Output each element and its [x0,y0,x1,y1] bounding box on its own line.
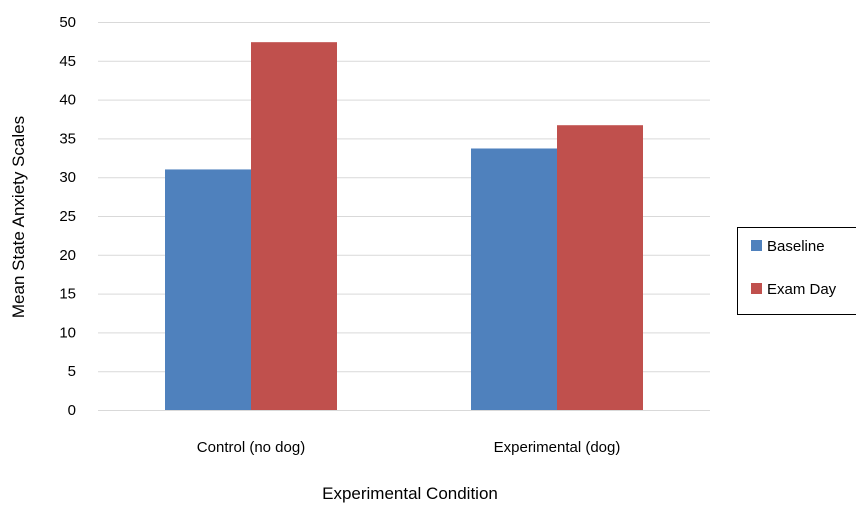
bar-baseline-0 [165,169,251,410]
y-tick-label: 0 [68,402,76,419]
y-tick-label: 50 [59,14,76,31]
x-axis-title: Experimental Condition [322,484,498,503]
y-tick-label: 45 [59,53,76,70]
bar-exam-day-0 [251,42,337,411]
x-category-label: Control (no dog) [197,439,305,456]
y-tick-label: 5 [68,363,76,380]
x-category-label: Experimental (dog) [494,439,621,456]
y-tick-label: 20 [59,247,76,264]
y-axis-title: Mean State Anxiety Scales [9,116,28,318]
legend-swatch-baseline [751,240,762,251]
y-tick-label: 30 [59,169,76,186]
x-axis-categories: Control (no dog) Experimental (dog) [197,439,621,456]
bars [165,42,643,411]
y-axis-ticks: 0 5 10 15 20 25 30 35 40 45 50 [59,14,76,419]
legend-label-baseline: Baseline [767,238,825,255]
y-tick-label: 15 [59,286,76,303]
y-tick-label: 10 [59,324,76,341]
legend: Baseline Exam Day [737,227,856,315]
y-tick-label: 35 [59,130,76,147]
legend-swatch-exam-day [751,283,762,294]
bar-baseline-1 [471,148,557,410]
legend-label-exam-day: Exam Day [767,281,837,298]
bar-exam-day-1 [557,125,643,410]
y-tick-label: 40 [59,92,76,109]
y-tick-label: 25 [59,208,76,225]
